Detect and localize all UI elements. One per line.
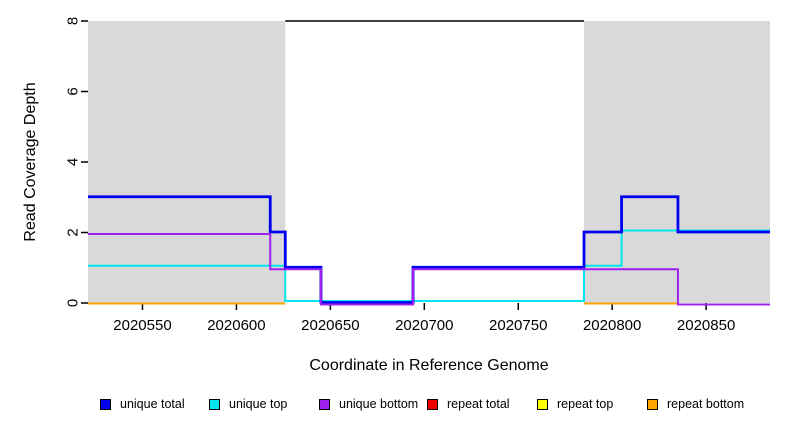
legend-item-repeat-bottom: repeat bottom [647, 397, 744, 411]
repeat-top-swatch-icon [537, 398, 548, 410]
legend: unique total unique top unique bottom re… [0, 397, 792, 415]
y-tick-label: 0 [64, 299, 81, 307]
legend-label: repeat top [557, 397, 614, 411]
legend-label: repeat bottom [667, 397, 745, 411]
legend-item-repeat-total: repeat total [427, 397, 510, 411]
repeat-region-left [88, 21, 286, 303]
legend-label: unique total [120, 397, 185, 411]
legend-label: repeat total [447, 397, 510, 411]
x-tick-label: 2020700 [395, 317, 453, 334]
legend-item-repeat-top: repeat top [537, 397, 613, 411]
repeat-region-right [584, 21, 770, 303]
legend-label: unique top [229, 397, 288, 411]
legend-item-unique-bottom: unique bottom [319, 397, 418, 411]
x-tick-label: 2020600 [207, 317, 265, 334]
x-tick-label: 2020750 [489, 317, 547, 334]
y-tick-label: 4 [64, 158, 81, 166]
legend-label: unique bottom [339, 397, 419, 411]
y-tick-label: 6 [64, 87, 81, 95]
unique-top-swatch-icon [209, 398, 220, 410]
x-tick-label: 2020650 [301, 317, 359, 334]
repeat-total-swatch-icon [427, 398, 438, 410]
x-tick-label: 2020550 [113, 317, 171, 334]
legend-item-unique-top: unique top [209, 397, 287, 411]
y-tick-label: 8 [64, 17, 81, 25]
y-axis-label: Read Coverage Depth [22, 82, 39, 242]
x-tick-label: 2020800 [583, 317, 641, 334]
series-line-unique-top [88, 229, 770, 302]
unique-bottom-swatch-icon [319, 398, 330, 410]
series-line-unique-bottom [88, 233, 770, 306]
y-tick-label: 2 [64, 228, 81, 236]
x-axis-label: Coordinate in Reference Genome [309, 357, 549, 374]
repeat-bottom-swatch-icon [647, 398, 658, 410]
unique-total-swatch-icon [100, 398, 111, 410]
x-tick-label: 2020850 [677, 317, 735, 334]
legend-item-unique-total: unique total [100, 397, 185, 411]
